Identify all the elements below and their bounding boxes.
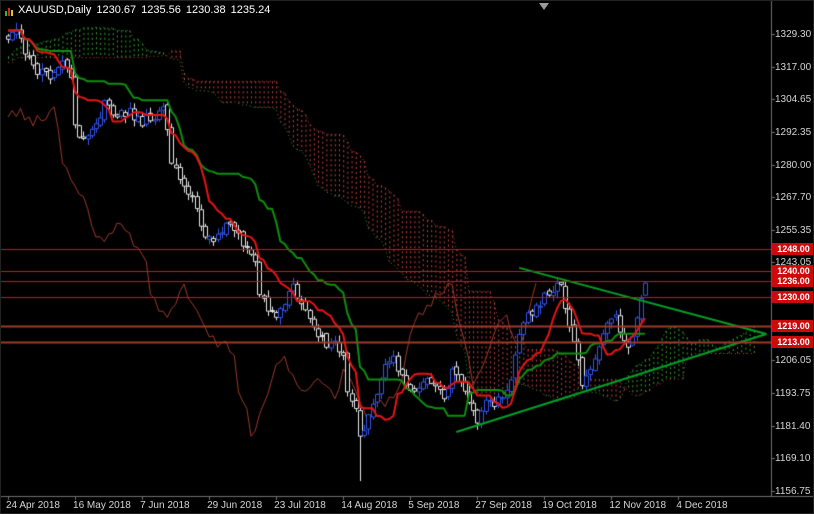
time-axis-label: 19 Oct 2018 — [542, 500, 597, 511]
low-value: 1230.38 — [185, 4, 226, 16]
price-level-tag[interactable]: 1213.00 — [772, 336, 813, 349]
price-axis-label: 1280.00 — [775, 159, 812, 171]
price-axis-label: 1181.40 — [775, 420, 811, 432]
price-axis-label: 1304.65 — [775, 94, 812, 106]
time-axis-label: 4 Dec 2018 — [676, 500, 728, 511]
price-level-tag[interactable]: 1236.00 — [772, 275, 813, 288]
price-axis-label: 1255.35 — [775, 224, 812, 236]
price-axis-label: 1169.10 — [775, 453, 811, 465]
price-axis-label: 1193.75 — [775, 388, 811, 399]
time-axis-label: 16 May 2018 — [73, 500, 131, 511]
price-axis-label: 1206.05 — [775, 355, 812, 367]
price-axis-label: 1329.30 — [775, 29, 812, 40]
time-axis-label: 7 Jun 2018 — [140, 500, 190, 511]
high-value: 1235.56 — [141, 4, 181, 16]
time-axis-label: 23 Jul 2018 — [274, 500, 326, 511]
chart-shift-marker[interactable] — [539, 3, 550, 10]
chart-title: XAUUSD,Daily 1230.67 1235.56 1230.38 1235.24 — [5, 4, 271, 17]
price-axis-label: 1243.05 — [775, 257, 812, 269]
chart-symbol-icon — [5, 4, 14, 17]
time-axis-label: 5 Sep 2018 — [408, 500, 460, 511]
close-value: 1235.24 — [230, 4, 271, 16]
price-axis-label: 1317.00 — [775, 61, 812, 73]
price-axis-label: 1156.75 — [775, 485, 811, 497]
price-level-tag[interactable]: 1248.00 — [772, 243, 813, 256]
time-axis-label: 12 Nov 2018 — [609, 500, 667, 511]
open-value: 1230.67 — [96, 4, 137, 16]
price-level-tag[interactable]: 1240.00 — [772, 264, 813, 277]
time-axis-label: 24 Apr 2018 — [6, 500, 60, 511]
time-axis-label: 14 Aug 2018 — [341, 500, 398, 511]
time-axis-label: 27 Sep 2018 — [475, 500, 532, 511]
price-level-tag[interactable]: 1219.00 — [772, 320, 813, 333]
price-axis-label: 1267.70 — [775, 192, 812, 204]
price-axis-label: 1292.35 — [775, 126, 812, 138]
time-axis-label: 29 Jun 2018 — [207, 500, 263, 511]
price-level-tag[interactable]: 1230.00 — [772, 290, 813, 303]
symbol-period-label: XAUUSD,Daily — [18, 4, 92, 16]
